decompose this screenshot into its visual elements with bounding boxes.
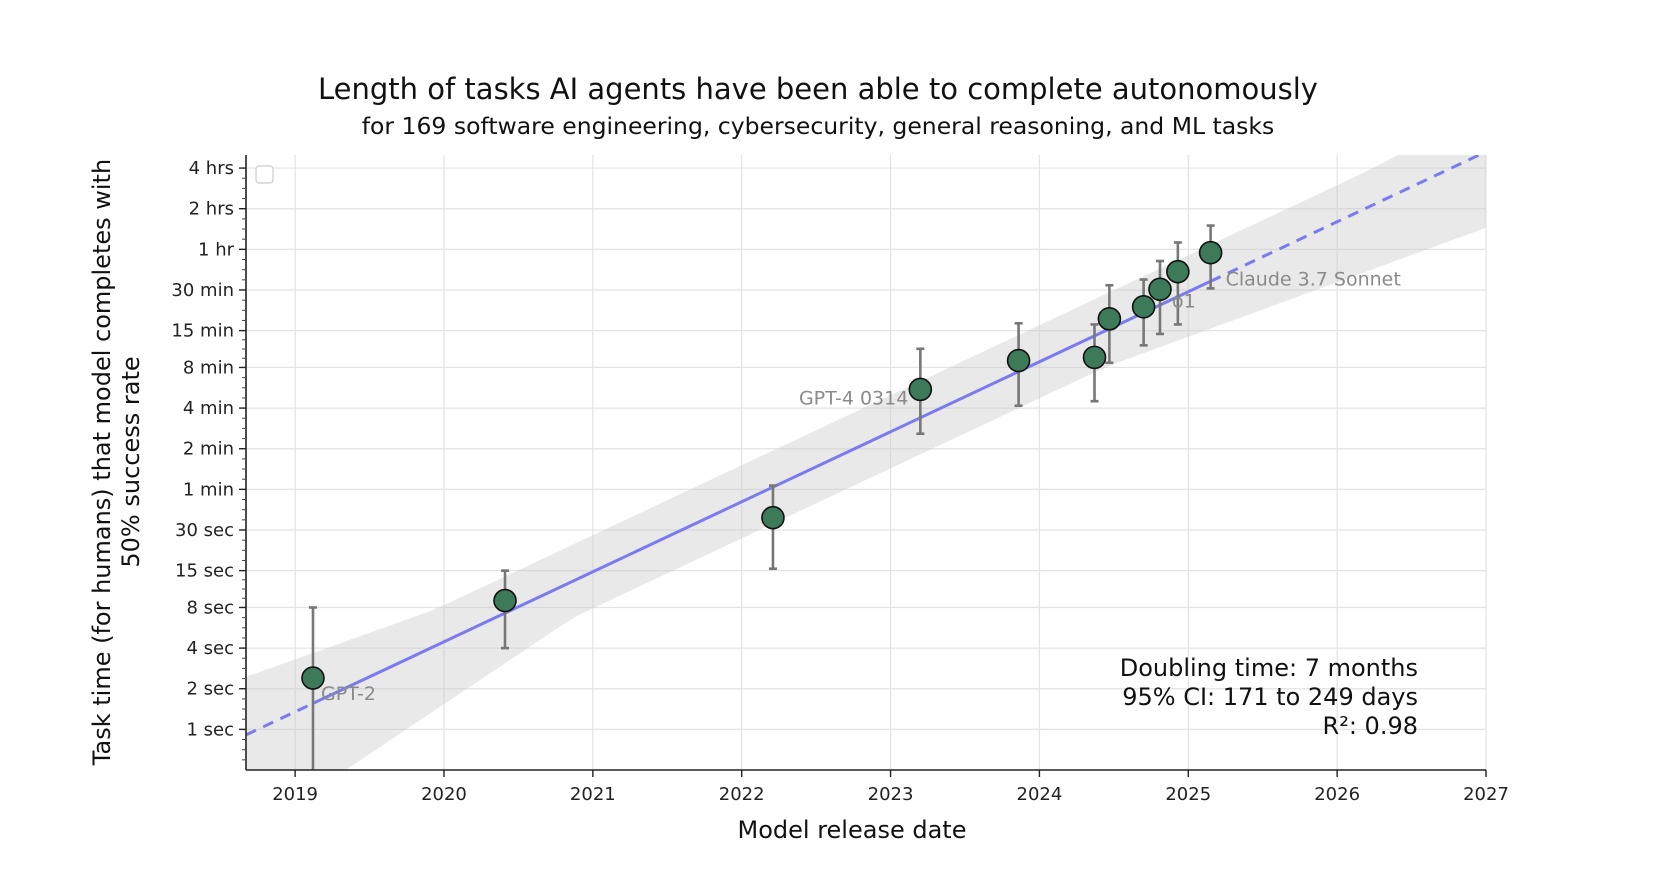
data-point: [493, 588, 517, 613]
y-axis-title-line-2: 50% success rate: [117, 356, 145, 567]
point-labels: GPT-2 GPT-4 0314 o1 Claude 3.7 Sonnet: [321, 269, 1401, 705]
point-label: o1: [1172, 290, 1196, 312]
y-tick-label: 1 hr: [198, 239, 235, 260]
point-label: GPT-2: [321, 683, 376, 705]
trend-line: [246, 155, 1483, 737]
r-squared-text: R²: 0.98: [1323, 712, 1418, 740]
x-tick-label: 2024: [1017, 784, 1063, 805]
data-point: [1148, 277, 1172, 302]
data-point: [761, 505, 785, 530]
data-point: [1131, 295, 1156, 319]
y-tick-label: 15 min: [171, 321, 234, 342]
data-point: [908, 377, 933, 402]
data-point: [1082, 345, 1107, 370]
data-point: [301, 666, 325, 690]
point-label: GPT-4 0314: [799, 387, 908, 409]
x-tick-label: 2025: [1165, 784, 1211, 805]
axes: [245, 155, 1486, 771]
x-axis-title: Model release date: [738, 816, 967, 844]
x-tick-label: 2020: [421, 784, 467, 805]
data-point: [1198, 240, 1223, 265]
x-tick-label: 2022: [719, 784, 765, 805]
trend-line-dashed-left: [246, 702, 314, 737]
y-tick-label: 8 min: [183, 357, 234, 378]
trend-line-dashed-right: [1209, 155, 1483, 283]
tick-labels: 2019 2020 2021 2022 2023 2024 2025 2026 2027 1 se…: [171, 158, 1508, 805]
y-axis-title-line-1: Task time (for humans) that model comple…: [88, 159, 116, 766]
x-tick-label: 2021: [570, 784, 616, 805]
y-tick-label: 8 sec: [186, 597, 234, 618]
data-point: [1006, 348, 1031, 373]
ci-band-area: [246, 155, 1486, 770]
x-tick-label: 2026: [1314, 784, 1360, 805]
grid: [246, 155, 1487, 770]
y-axis-title: Task time (for humans) that model comple…: [88, 159, 145, 766]
chart-title: Length of tasks AI agents have been able…: [318, 72, 1318, 106]
x-tick-label: 2019: [272, 784, 318, 805]
plot-area: GPT-2 GPT-4 0314 o1 Claude 3.7 Sonnet: [246, 155, 1487, 770]
x-tick-label: 2023: [868, 784, 914, 805]
y-tick-label: 4 hrs: [189, 158, 234, 179]
y-tick-label: 15 sec: [175, 561, 234, 582]
y-tick-label: 2 sec: [186, 679, 234, 700]
trend-line-solid: [312, 279, 1212, 705]
data-point: [1097, 307, 1122, 331]
y-tick-label: 4 sec: [186, 638, 234, 659]
y-tick-label: 1 sec: [186, 719, 234, 740]
confidence-band: [246, 155, 1486, 770]
point-label: Claude 3.7 Sonnet: [1226, 269, 1401, 291]
y-tick-label: 30 sec: [175, 520, 234, 541]
data-points: [301, 224, 1223, 770]
y-tick-label: 30 min: [171, 280, 234, 301]
chart-subtitle: for 169 software engineering, cybersecur…: [362, 112, 1275, 140]
y-tick-label: 2 min: [183, 439, 234, 460]
y-tick-label: 2 hrs: [189, 199, 234, 220]
data-point: [1166, 259, 1190, 284]
y-tick-label: 1 min: [183, 479, 234, 500]
y-tick-label: 4 min: [183, 398, 234, 419]
stats-annotation: Doubling time: 7 months 95% CI: 171 to 2…: [1120, 654, 1418, 740]
confidence-interval-text: 95% CI: 171 to 249 days: [1122, 683, 1418, 711]
empty-legend-box: [255, 165, 274, 184]
doubling-time-text: Doubling time: 7 months: [1120, 654, 1418, 682]
x-tick-label: 2027: [1463, 784, 1509, 805]
